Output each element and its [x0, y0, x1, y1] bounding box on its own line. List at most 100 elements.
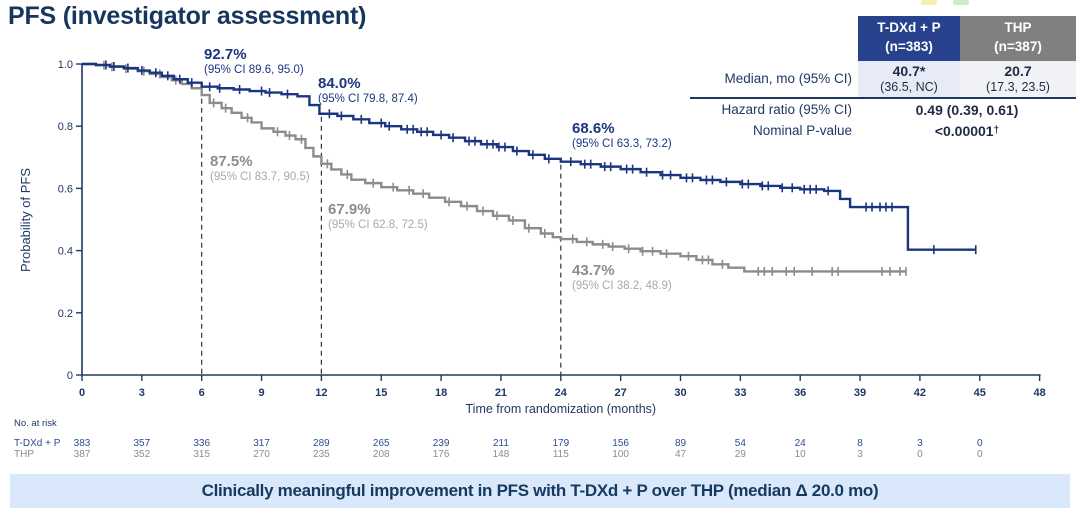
landmark-pct: 68.6%: [572, 120, 615, 137]
stats-divider: [690, 96, 1076, 99]
stats-header-thp-n: (n=387): [994, 38, 1042, 54]
x-axis-label: Time from randomization (months): [466, 402, 657, 416]
landmark-ci: (95% CI 63.3, 73.2): [572, 138, 672, 150]
median-ci-tdxd: (36.5, NC): [880, 79, 938, 94]
series-t-dxd-p: 92.7%(95% CI 89.6, 95.0) 84.0%(95% CI 79.…: [82, 46, 977, 255]
stats-table: T-DXd + P (n=383) THP (n=387) Median, mo…: [690, 16, 1076, 141]
x-tick-label: 33: [734, 387, 746, 399]
km-curve: [82, 62, 906, 273]
pvalue-row-label: Nominal P-value: [752, 123, 852, 139]
risk-table-title: No. at risk: [14, 418, 57, 429]
km-plot: 1.00.80.60.40.200 3 6 9 12 15 18 21 24 27 30 33 36 39…: [14, 46, 1046, 460]
x-tick-label: 48: [1033, 387, 1045, 399]
x-tick-label: 45: [974, 387, 986, 399]
risk-value: 211: [493, 438, 509, 449]
conclusion-banner: Clinically meaningful improvement in PFS…: [10, 474, 1070, 508]
pvalue-number: <0.00001: [934, 122, 994, 139]
risk-value: 336: [193, 438, 210, 449]
y-axis-label: Probability of PFS: [18, 168, 33, 272]
logo-fragment-yellow: [921, 0, 937, 5]
risk-value: 315: [193, 449, 210, 460]
risk-value: 270: [253, 449, 270, 460]
risk-value: 235: [313, 449, 330, 460]
risk-value: 0: [917, 449, 923, 460]
risk-value: 239: [433, 438, 450, 449]
x-tick-label: 30: [674, 387, 686, 399]
landmark-ci: (95% CI 79.8, 87.4): [318, 93, 418, 105]
risk-value: 179: [552, 438, 569, 449]
x-tick-label: 9: [258, 387, 264, 399]
risk-value: 3: [857, 449, 863, 460]
landmark-pct: 84.0%: [318, 75, 361, 92]
x-tick-label: 39: [854, 387, 866, 399]
risk-value: 54: [735, 438, 747, 449]
risk-value: 0: [977, 438, 983, 449]
x-tick-label: 42: [914, 387, 926, 399]
y-tick-label: 0: [67, 370, 73, 382]
x-tick-label: 15: [375, 387, 387, 399]
stats-corner: [690, 16, 858, 61]
risk-value: 0: [977, 449, 983, 460]
landmark-ci: (95% CI 83.7, 90.5): [210, 171, 310, 183]
landmark-pct: 67.9%: [328, 201, 371, 218]
risk-value: 357: [134, 438, 151, 449]
risk-value: 3: [917, 438, 923, 449]
risk-value: 383: [74, 438, 91, 449]
risk-value: 352: [134, 449, 151, 460]
stats-header-tdxd: T-DXd + P (n=383): [858, 16, 960, 61]
y-tick-label: 0.8: [58, 121, 73, 133]
y-tick-label: 0.2: [58, 308, 73, 320]
median-cell-tdxd: 40.7* (36.5, NC): [858, 60, 960, 97]
axes: 1.00.80.60.40.200 3 6 9 12 15 18 21 24 27 30 33 36 39…: [18, 59, 1046, 416]
x-tick-label: 6: [199, 387, 205, 399]
stats-header-thp-name: THP: [1004, 20, 1032, 35]
conclusion-text: Clinically meaningful improvement in PFS…: [201, 481, 879, 500]
x-tick-label: 24: [555, 387, 568, 399]
stats-header-tdxd-name: T-DXd + P: [877, 20, 941, 35]
landmark-pct: 92.7%: [204, 46, 247, 63]
risk-value: 8: [857, 438, 863, 449]
stats-header-thp: THP (n=387): [960, 16, 1076, 61]
logo-fragment-green: [953, 0, 969, 5]
median-row-label: Median, mo (95% CI): [724, 71, 852, 87]
x-tick-label: 36: [794, 387, 806, 399]
risk-value: 24: [795, 438, 807, 449]
x-tick-label: 12: [315, 387, 327, 399]
landmark-pct: 87.5%: [210, 153, 253, 170]
x-tick-label: 18: [435, 387, 447, 399]
x-tick-label: 21: [495, 387, 507, 399]
landmark-ci: (95% CI 62.8, 72.5): [328, 219, 428, 231]
risk-value: 387: [74, 449, 91, 460]
x-tick-label: 0: [79, 387, 85, 399]
median-ci-thp: (17.3, 23.5): [986, 79, 1050, 94]
hazard-value: 0.49 (0.39, 0.61): [915, 101, 1019, 118]
y-tick-label: 1.0: [58, 59, 73, 71]
y-tick-label: 0.6: [58, 183, 73, 195]
risk-value: 100: [612, 449, 629, 460]
median-value-tdxd: 40.7*: [892, 62, 926, 79]
risk-value: 29: [735, 449, 747, 460]
risk-value: 317: [253, 438, 270, 449]
x-tick-label: 27: [615, 387, 627, 399]
risk-value: 176: [433, 449, 450, 460]
page-title: PFS (investigator assessment): [8, 2, 367, 30]
stats-header-tdxd-n: (n=383): [885, 38, 933, 54]
risk-value: 47: [675, 449, 687, 460]
series-thp: 87.5%(95% CI 83.7, 90.5) 67.9%(95% CI 62.…: [82, 60, 907, 292]
landmark-ci: (95% CI 38.2, 48.9): [572, 280, 672, 292]
risk-row-label: T-DXd + P: [14, 438, 61, 449]
risk-value: 156: [612, 438, 629, 449]
median-value-thp: 20.7: [1004, 62, 1032, 79]
risk-value: 89: [675, 438, 687, 449]
risk-value: 148: [493, 449, 510, 460]
risk-row-label: THP: [14, 449, 34, 460]
landmark-pct: 43.7%: [572, 262, 615, 279]
y-tick-label: 0.4: [58, 246, 73, 258]
median-cell-thp: 20.7 (17.3, 23.5): [960, 60, 1076, 97]
risk-value: 289: [313, 438, 330, 449]
landmark-ci: (95% CI 89.6, 95.0): [204, 64, 304, 76]
risk-value: 265: [373, 438, 390, 449]
pvalue-value: <0.00001 †: [934, 122, 1000, 139]
